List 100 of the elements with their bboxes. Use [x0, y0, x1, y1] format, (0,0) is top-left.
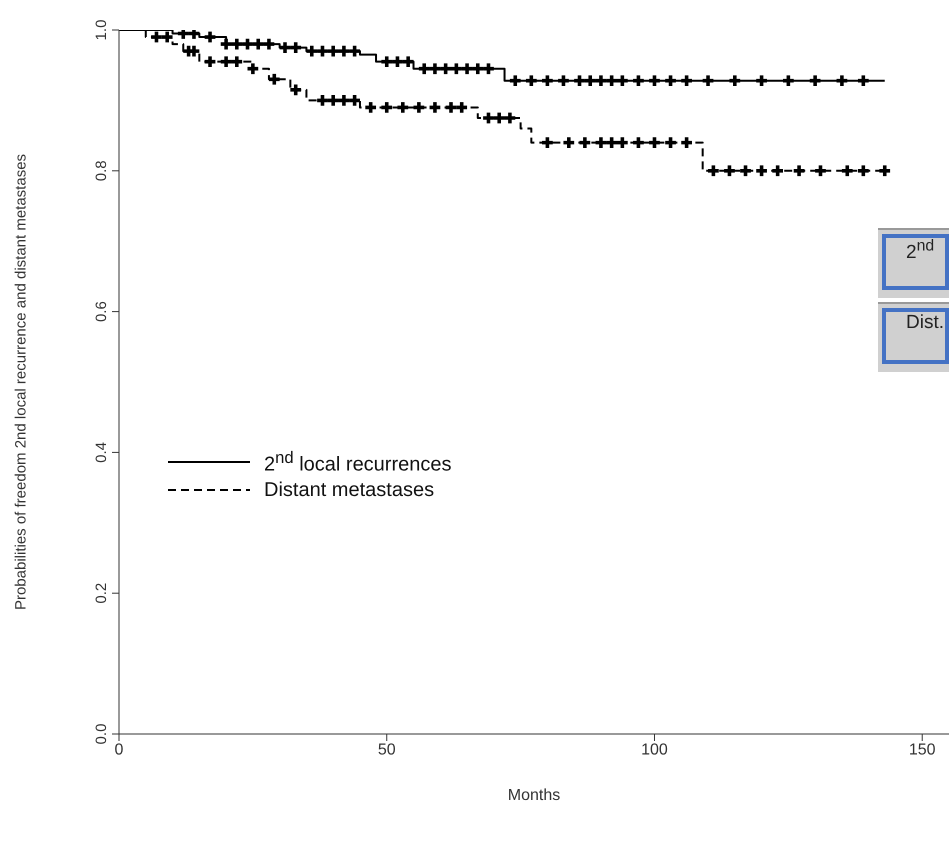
- point: [756, 75, 767, 86]
- point: [858, 165, 869, 176]
- point: [397, 102, 408, 113]
- point: [740, 165, 751, 176]
- point: [462, 63, 472, 74]
- point: [204, 32, 216, 42]
- point: [504, 112, 516, 124]
- point: [665, 75, 676, 86]
- point: [317, 95, 328, 106]
- point: [681, 75, 692, 86]
- point: [842, 165, 853, 176]
- point: [616, 137, 628, 148]
- point: [542, 75, 553, 86]
- point: [349, 95, 360, 106]
- point: [596, 75, 606, 86]
- point: [430, 63, 440, 74]
- x-tick-label: 50: [378, 741, 396, 758]
- point: [220, 38, 232, 50]
- point: [338, 46, 350, 56]
- point: [162, 32, 173, 42]
- annotation: Dist.: [906, 312, 944, 333]
- x-tick-label: 100: [641, 741, 668, 758]
- point: [242, 38, 253, 50]
- point: [815, 165, 826, 176]
- point: [252, 38, 264, 50]
- point: [649, 75, 660, 86]
- point: [702, 75, 714, 86]
- point: [879, 165, 890, 176]
- point: [665, 137, 676, 148]
- point: [317, 46, 328, 56]
- label-box: 2$^{nd}$: [878, 228, 949, 298]
- x-tick-label: 150: [908, 741, 936, 758]
- point: [392, 56, 403, 68]
- point: [231, 38, 242, 50]
- point: [402, 56, 414, 68]
- point: [450, 63, 462, 74]
- point: [220, 56, 232, 68]
- point: [446, 102, 456, 113]
- point: [810, 75, 820, 86]
- point: [188, 30, 200, 39]
- point: [414, 102, 424, 113]
- point: [268, 74, 280, 85]
- point: [456, 102, 468, 113]
- y-tick-label: 0.6: [93, 301, 110, 322]
- point: [483, 63, 494, 74]
- point: [606, 137, 618, 148]
- legend-label: Distant metastases: [264, 478, 434, 502]
- point: [231, 56, 242, 68]
- point: [563, 137, 574, 148]
- y-tick-label: 0.2: [93, 582, 110, 604]
- point: [526, 75, 537, 86]
- y-axis-title: Probabilities of freedom 2nd local recurrence and distant metastases: [12, 154, 30, 610]
- point: [681, 137, 692, 148]
- point: [483, 112, 494, 124]
- x-axis-title: Months: [508, 787, 560, 804]
- point: [290, 42, 302, 53]
- point: [365, 102, 376, 113]
- point: [606, 75, 618, 86]
- point: [708, 165, 719, 176]
- point: [328, 46, 339, 56]
- point: [338, 95, 350, 106]
- x-tick-label: 0: [114, 741, 124, 758]
- y-tick-label: 0.8: [93, 160, 110, 182]
- y-tick-label: 0.4: [93, 442, 110, 463]
- point: [836, 75, 848, 86]
- point: [729, 75, 740, 86]
- point: [178, 30, 189, 39]
- legend-label: 2$^{nd}$ local recurrences: [264, 448, 452, 476]
- point: [430, 102, 440, 113]
- point: [510, 75, 521, 86]
- point: [616, 75, 628, 86]
- point: [204, 56, 216, 68]
- point: [472, 63, 484, 74]
- label-box: Dist.: [878, 302, 949, 372]
- point: [633, 137, 644, 148]
- y-tick-label: 1.0: [93, 20, 110, 40]
- point: [349, 46, 360, 56]
- point: [328, 95, 339, 106]
- point: [649, 137, 660, 148]
- point: [440, 63, 452, 74]
- point: [858, 75, 869, 86]
- y-tick-label: 0.0: [93, 724, 110, 744]
- point: [494, 112, 505, 124]
- annotation: 2$^{nd}$: [906, 238, 934, 264]
- point: [772, 165, 784, 176]
- point: [580, 137, 590, 148]
- point: [248, 63, 258, 74]
- point: [381, 102, 392, 113]
- point: [794, 165, 804, 176]
- point: [290, 84, 302, 96]
- point: [151, 32, 162, 42]
- point: [264, 38, 274, 50]
- point: [633, 75, 644, 86]
- point: [418, 63, 430, 74]
- point: [782, 75, 794, 86]
- point: [306, 46, 318, 56]
- point: [558, 75, 569, 86]
- point: [724, 165, 735, 176]
- point: [188, 46, 200, 56]
- point: [280, 42, 290, 53]
